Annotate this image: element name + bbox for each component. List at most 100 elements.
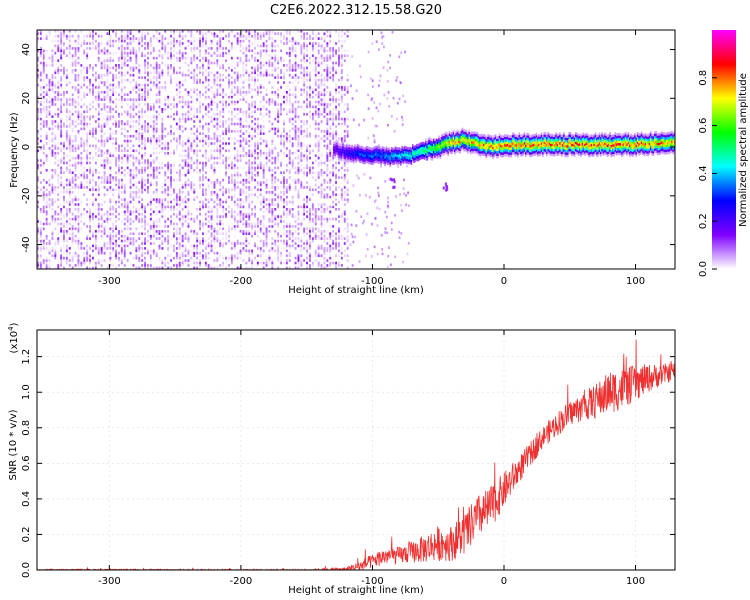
noise-cell [60,127,63,131]
noise-cell [161,210,164,214]
noise-cell [187,208,190,211]
noise-cell [233,137,236,140]
noise-cell [311,105,314,109]
noise-cell [242,120,245,123]
noise-cell [320,117,323,121]
noise-cell [45,212,48,216]
noise-cell [152,81,155,84]
noise-cell [181,222,184,226]
noise-cell [63,251,65,255]
noise-cell [219,220,222,223]
noise-cell [170,254,172,257]
noise-cell [164,230,167,233]
noise-cell [97,227,100,231]
noise-cell [256,117,259,121]
noise-cell [193,88,196,92]
noise-cell [222,64,225,67]
noise-cell [132,100,135,104]
noise-cell [309,78,311,82]
noise-cell [219,232,222,235]
noise-cell [178,210,181,214]
noise-cell [303,198,306,201]
noise-cell [196,251,199,255]
noise-cell [126,237,129,240]
noise-cell [210,244,213,248]
noise-cell [251,103,254,106]
noise-cell [233,234,236,238]
noise-cell [147,173,149,177]
noise-cell [45,83,48,87]
noise-cell [216,259,219,262]
noise-cell [196,159,199,162]
noise-cell [37,166,39,170]
noise-cell [332,195,335,199]
noise-cell [63,183,65,187]
noise-cell [164,144,167,148]
noise-cell [254,222,256,226]
noise-cell [39,188,42,192]
noise-cell [178,95,181,99]
noise-cell [207,227,210,231]
noise-cell [222,137,225,140]
noise-cell [242,64,245,67]
noise-cell [123,200,126,204]
noise-cell [115,159,117,162]
noise-cell [173,244,175,248]
noise-cell [60,249,63,253]
noise-cell [343,173,346,177]
noise-cell [147,251,149,255]
noise-cell [343,64,346,67]
noise-cell [346,200,349,204]
noise-cell [332,61,335,65]
noise-cell [106,205,109,209]
noise-cell [230,178,233,182]
noise-cell [132,242,135,245]
noise-cell [207,115,210,118]
noise-cell [274,193,277,196]
noise-cell [193,91,196,94]
noise-cell [54,242,57,245]
noise-cell [291,200,294,204]
noise-cell [259,164,262,167]
noise-cell [193,220,196,223]
noise-cell [118,71,120,75]
noise-cell [178,244,181,248]
noise-cell [129,117,132,121]
noise-cell [300,183,303,187]
noise-cell [277,205,280,209]
noise-cell [60,83,63,87]
noise-cell [288,227,291,231]
noise-cell [202,225,204,228]
noise-cell [120,91,123,94]
noise-cell [65,132,68,135]
noise-cell [204,59,207,62]
noise-cell [175,144,178,148]
noise-cell [207,61,210,65]
noise-cell [115,188,117,192]
noise-cell [222,69,225,72]
noise-cell [92,186,94,189]
noise-cell [213,100,216,104]
noise-cell [147,83,149,87]
noise-cell [60,169,63,172]
noise-cell [158,217,161,221]
noise-cell [54,217,57,221]
noise-cell [147,61,149,65]
noise-cell [89,251,91,255]
noise-cell [228,127,230,131]
noise-cell [320,139,323,143]
noise-cell [248,178,251,182]
noise-cell [314,154,317,157]
noise-cell [283,100,285,104]
noise-cell [222,88,225,92]
noise-cell [103,178,106,182]
noise-cell [230,64,233,67]
noise-cell [126,120,129,123]
noise-cell [222,154,225,157]
noise-cell [288,169,291,172]
noise-cell [323,91,326,94]
noise-cell [170,244,172,248]
noise-cell [335,242,337,245]
noise-cell [164,239,167,243]
noise-cell [265,142,268,145]
